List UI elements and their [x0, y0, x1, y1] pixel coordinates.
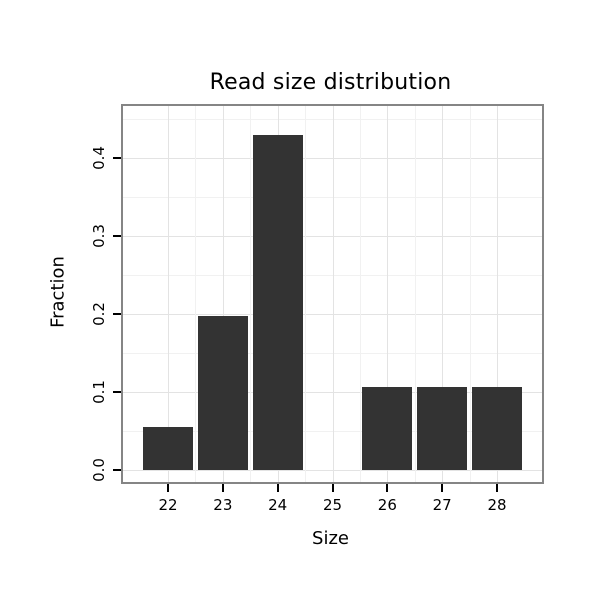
gridline-minor [195, 106, 197, 482]
x-tick-mark [276, 484, 279, 492]
x-tick-mark [386, 484, 389, 492]
x-tick-mark [331, 484, 334, 492]
bar [472, 386, 522, 470]
y-tick-label: 0.4 [90, 146, 108, 171]
gridline-major [442, 106, 444, 482]
bar [252, 134, 303, 470]
bar [362, 386, 413, 470]
bar [417, 386, 468, 470]
y-tick-label: 0.0 [90, 458, 108, 482]
y-tick-mark [113, 469, 121, 471]
x-tick-label: 22 [158, 496, 178, 514]
x-tick-mark [441, 484, 444, 492]
plot-panel [121, 104, 544, 484]
gridline-minor [359, 106, 361, 482]
bar [197, 316, 248, 470]
y-tick-mark [113, 157, 121, 160]
x-tick-mark [496, 484, 498, 492]
x-tick-label: 25 [322, 496, 343, 514]
gridline-minor [414, 106, 416, 482]
gridline-minor [305, 106, 307, 482]
gridline-major [387, 106, 389, 482]
y-tick-label: 0.3 [90, 224, 108, 249]
x-tick-label: 26 [377, 496, 397, 514]
y-tick-mark [113, 235, 121, 238]
chart-title: Read size distribution [209, 70, 452, 95]
y-tick-label: 0.2 [90, 302, 108, 327]
y-tick-mark [113, 391, 121, 394]
x-tick-label: 23 [213, 496, 233, 514]
gridline-major [497, 106, 498, 482]
x-tick-label: 24 [268, 496, 288, 514]
gridline-minor [469, 106, 471, 482]
y-axis-label: Fraction [47, 256, 69, 328]
y-tick-label: 0.1 [90, 380, 108, 404]
x-tick-mark [221, 484, 224, 492]
gridline-major [222, 106, 224, 482]
x-tick-label: 27 [432, 496, 452, 514]
gridline-major [332, 106, 334, 482]
x-tick-label: 28 [487, 496, 507, 514]
bar [143, 427, 193, 470]
gridline-major [168, 106, 169, 482]
x-tick-mark [167, 484, 169, 492]
y-tick-mark [113, 313, 121, 316]
gridline-minor [250, 106, 252, 482]
x-axis-label: Size [312, 528, 349, 549]
